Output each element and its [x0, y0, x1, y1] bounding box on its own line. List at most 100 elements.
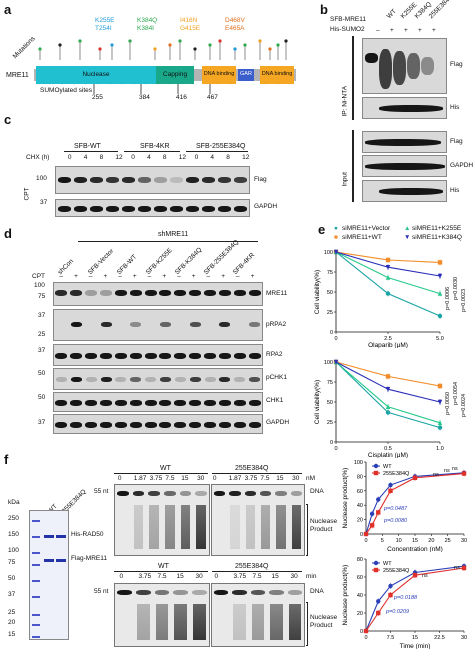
- c-time-3: 12: [115, 154, 123, 161]
- blot-band: [137, 206, 151, 212]
- x-tick-label: 0: [334, 336, 337, 342]
- blot-band: [89, 177, 103, 183]
- blot-band: [144, 290, 157, 296]
- panel-f-label: f: [4, 452, 9, 467]
- y-tick-label: 100: [354, 460, 363, 466]
- blot-band: [55, 400, 68, 406]
- e-legend-k384q: siMRE11+K384Q: [412, 234, 462, 241]
- gel2-lane-3: 15: [176, 573, 184, 580]
- gel1-lane-0: 0: [117, 475, 122, 482]
- b-flag-input-label: Flag: [450, 138, 463, 145]
- legend-label: 255E384Q: [383, 471, 410, 477]
- c-cpt-label: CPT: [23, 187, 31, 201]
- x-tick-label: 25: [445, 538, 451, 544]
- blot-band: [70, 322, 82, 327]
- b-sumo-sign-2: +: [390, 27, 394, 34]
- x-tick-label: 15: [412, 538, 418, 544]
- data-point: [376, 510, 381, 515]
- sds-ladder-band: [32, 596, 40, 598]
- domain-gar: GAR: [238, 69, 254, 81]
- gel1-lane-10: 15: [276, 475, 284, 482]
- lollipop-head: [258, 39, 262, 43]
- gel1-lane-labels: 0 1.87 3.75 7.5 15 30 0 1.87 3.75 7.5 15 30: [114, 475, 304, 484]
- gel1-product-label: Nuclease Product: [310, 518, 338, 533]
- d-rpa2-label: RPA2: [266, 351, 283, 358]
- sds-mw-6: 25: [8, 609, 16, 616]
- e-p-top-1: p=0.0030: [453, 276, 459, 300]
- gel2-lane-4: 30: [195, 573, 203, 580]
- blot-band: [233, 422, 246, 428]
- blot-band: [218, 290, 231, 296]
- chart-concentration: 0 20 40 60 80 100 0 5 10 15 20 25 30 Concentration (n…: [342, 460, 467, 552]
- gel-dna-band: [148, 491, 160, 496]
- blot-band: [137, 177, 151, 183]
- blot-band: [174, 377, 186, 382]
- data-point: [388, 488, 393, 493]
- gel1-lane-3: 7.5: [165, 475, 175, 482]
- gel1-lane-2: 3.75: [149, 475, 163, 482]
- blot-d-rpa2: [53, 344, 263, 366]
- data-point: [437, 290, 443, 296]
- x-tick-label: 30: [461, 538, 467, 544]
- shmre11-header: shMRE11: [158, 231, 189, 238]
- b-sumo-sign-4: +: [418, 27, 422, 34]
- sds-mw-7: 20: [8, 619, 16, 626]
- data-point: [388, 583, 393, 589]
- blot-band: [219, 377, 231, 382]
- gel-dna-band: [250, 590, 266, 595]
- y-tick-label: 50: [327, 290, 333, 296]
- panel-c-label: c: [4, 112, 12, 127]
- blot-band: [100, 377, 112, 382]
- y-tick-label: 80: [357, 474, 363, 480]
- gel-dna-band: [117, 590, 132, 595]
- d-mw-75: 75: [38, 293, 46, 300]
- d-cpt-sign-9: +: [191, 273, 196, 280]
- gel-dna-band: [244, 491, 256, 496]
- c-time-9: 4: [210, 154, 215, 161]
- c-flag-label: Flag: [254, 176, 267, 183]
- blot-band: [170, 177, 184, 183]
- d-mw-100: 100: [34, 282, 45, 289]
- gel1-lane-7: 1.87: [228, 475, 242, 482]
- sds-mw-5: 37: [8, 591, 16, 598]
- blot-band: [248, 290, 261, 296]
- mutation-k384i: K384I: [137, 25, 154, 32]
- blot-c-gapdh: [55, 199, 250, 217]
- blot-band: [204, 290, 216, 296]
- blot-band: [57, 177, 71, 183]
- blot-band: [159, 400, 172, 406]
- blot-band: [55, 353, 68, 359]
- blot-band: [189, 400, 202, 406]
- sds-mw-8: 15: [8, 631, 16, 638]
- x-tick-label: 20: [428, 538, 434, 544]
- gel2-lane-8: 15: [271, 573, 279, 580]
- data-point: [363, 531, 369, 537]
- lollipop-head: [193, 47, 197, 51]
- d-mw-37b: 37: [38, 347, 46, 354]
- data-point: [388, 592, 393, 598]
- gel1-lane-8: 3.75: [244, 475, 258, 482]
- sds-mre11-band: [56, 559, 66, 562]
- sumo-sites-label: SUMOylated sites: [40, 87, 93, 94]
- blot-d-gapdh: [53, 414, 263, 434]
- blot-band: [159, 322, 171, 327]
- mutation-d468v: D468V: [225, 17, 245, 24]
- blot-band: [70, 377, 82, 382]
- data-point: [461, 565, 467, 571]
- gel2-pane-wt: [114, 583, 210, 647]
- sds-band-mre11: Flag-MRE11: [71, 555, 108, 562]
- lollipop-head: [153, 47, 157, 51]
- x-axis-label: Concentration (nM): [387, 546, 443, 552]
- gel-dna-band: [135, 590, 151, 595]
- blot-band: [105, 206, 119, 212]
- gel-dna-band: [229, 491, 241, 496]
- blot-band: [234, 377, 246, 382]
- e-legend-k384q-icon: ▼: [404, 234, 411, 241]
- gel-dna-band: [179, 491, 192, 496]
- chart-cisplatin: 0 25 50 75 100 0 0.5 1.0 Cisplatin (μM) Cell viab…: [314, 359, 444, 458]
- gel-dna-band: [260, 491, 272, 496]
- lollipop-head: [276, 43, 280, 47]
- chx-label: CHX (h): [26, 154, 50, 161]
- data-point: [376, 497, 381, 502]
- x-axis-label: Time (min): [400, 643, 431, 649]
